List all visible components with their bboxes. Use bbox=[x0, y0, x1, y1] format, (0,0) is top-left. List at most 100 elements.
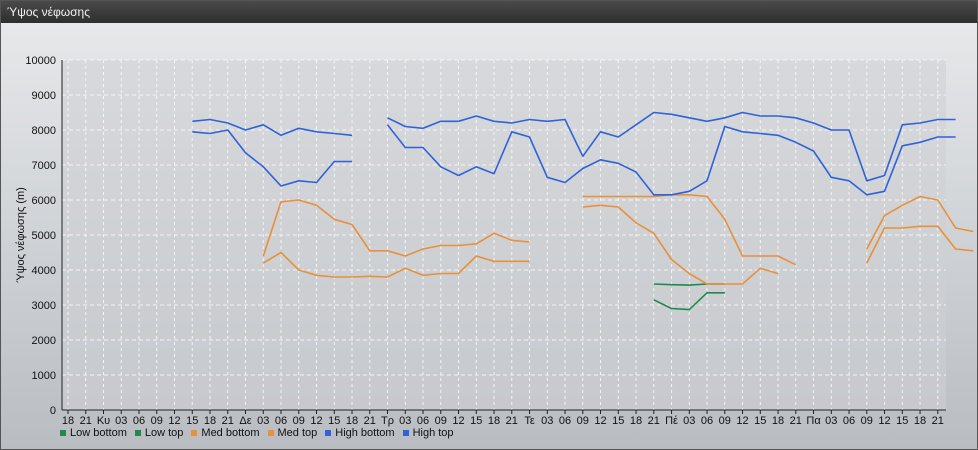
x-tick-label: Δε bbox=[239, 415, 251, 427]
series-med-bottom bbox=[262, 204, 974, 285]
x-tick-label: 12 bbox=[310, 415, 322, 427]
x-tick-label: 15 bbox=[612, 415, 624, 427]
series-line-segment bbox=[386, 124, 956, 196]
x-tick-label: 03 bbox=[115, 415, 127, 427]
series-high-bottom bbox=[192, 124, 956, 196]
x-tick-label: 06 bbox=[417, 415, 429, 427]
x-tick-label: 09 bbox=[435, 415, 447, 427]
legend-swatch bbox=[267, 430, 274, 436]
cloud-height-chart: 0 1000 2000 3000 4000 5000 6000 7000 8000 9000 100… bbox=[15, 55, 974, 427]
x-tick-label: 21 bbox=[80, 415, 92, 427]
x-tick-label: 18 bbox=[772, 415, 784, 427]
series-low-bottom bbox=[653, 292, 725, 311]
x-tick-label: Τρ bbox=[381, 415, 394, 427]
series-line-segment bbox=[262, 199, 530, 257]
y-tick-label: 0 bbox=[50, 405, 56, 417]
x-tick-label: 18 bbox=[346, 415, 358, 427]
x-tick-label: 09 bbox=[577, 415, 589, 427]
y-tick-label: 2000 bbox=[32, 335, 56, 347]
x-tick-label: 03 bbox=[683, 415, 695, 427]
y-tick-label: 1000 bbox=[32, 370, 56, 382]
legend-item: High top bbox=[402, 426, 454, 440]
title-bar: Ύψος νέφωσης bbox=[1, 1, 977, 23]
window-title: Ύψος νέφωσης bbox=[7, 5, 90, 19]
x-tick-label: 06 bbox=[133, 415, 145, 427]
series-line-segment bbox=[192, 118, 353, 137]
series-line-segment bbox=[192, 129, 352, 187]
x-tick-label: 12 bbox=[594, 415, 606, 427]
x-tick-label: 15 bbox=[896, 415, 908, 427]
series-line-segment bbox=[653, 292, 725, 311]
x-tick-label: 18 bbox=[488, 415, 500, 427]
legend: Low bottom Low top Med bottom Med top High b… bbox=[60, 426, 454, 440]
x-tick-label: 18 bbox=[204, 415, 216, 427]
x-tick-label: 21 bbox=[790, 415, 802, 427]
grid bbox=[62, 59, 946, 411]
x-tick-label: 21 bbox=[222, 415, 234, 427]
legend-item: Low bottom bbox=[60, 426, 127, 440]
legend-swatch bbox=[134, 430, 141, 436]
series-line-segment bbox=[866, 225, 974, 264]
x-tick-label: 09 bbox=[719, 415, 731, 427]
x-tick-label: 03 bbox=[257, 415, 269, 427]
legend-swatch bbox=[191, 430, 198, 436]
x-tick-label: 21 bbox=[932, 415, 944, 427]
legend-label: High bottom bbox=[335, 427, 395, 439]
y-tick-label: 6000 bbox=[32, 195, 56, 207]
y-tick-label: 8000 bbox=[32, 125, 56, 137]
x-tick-label: 06 bbox=[559, 415, 571, 427]
x-tick-label: Κυ bbox=[97, 415, 110, 427]
series-line-segment bbox=[582, 204, 779, 285]
x-tick-label: 15 bbox=[470, 415, 482, 427]
legend-label: Low top bbox=[144, 427, 184, 439]
legend-item: Med bottom bbox=[191, 426, 260, 440]
x-tick-label: 12 bbox=[736, 415, 748, 427]
legend-label: Med bottom bbox=[201, 427, 260, 439]
series-line-segment bbox=[866, 195, 974, 250]
x-tick-label: 03 bbox=[825, 415, 837, 427]
legend-item: Low top bbox=[134, 426, 184, 440]
axes: 0 1000 2000 3000 4000 5000 6000 7000 8000 9000 100… bbox=[25, 55, 946, 427]
y-tick-label: 9000 bbox=[32, 90, 56, 102]
legend-label: High top bbox=[412, 427, 454, 439]
y-tick-label: 4000 bbox=[32, 265, 56, 277]
x-tick-label: 18 bbox=[62, 415, 74, 427]
legend-label: Med top bbox=[277, 427, 318, 439]
legend-item: High bottom bbox=[325, 426, 395, 440]
series-line-segment bbox=[262, 251, 530, 278]
x-tick-label: 03 bbox=[541, 415, 553, 427]
x-tick-label: Τε bbox=[524, 415, 535, 427]
x-tick-label: 15 bbox=[754, 415, 766, 427]
x-tick-label: 12 bbox=[168, 415, 180, 427]
legend-item: Med top bbox=[267, 426, 318, 440]
x-tick-label: 21 bbox=[648, 415, 660, 427]
x-tick-label: 09 bbox=[861, 415, 873, 427]
x-tick-label: 06 bbox=[843, 415, 855, 427]
x-tick-label: 12 bbox=[878, 415, 890, 427]
x-tick-label: 12 bbox=[452, 415, 464, 427]
legend-swatch bbox=[325, 430, 332, 436]
y-tick-label: 10000 bbox=[25, 55, 56, 67]
legend-swatch bbox=[402, 430, 409, 436]
series-high-top bbox=[192, 111, 956, 182]
x-tick-label: Πέ bbox=[665, 415, 678, 427]
series-line-segment bbox=[582, 194, 797, 266]
x-tick-label: 21 bbox=[364, 415, 376, 427]
x-tick-label: 18 bbox=[630, 415, 642, 427]
x-tick-label: 06 bbox=[275, 415, 287, 427]
x-tick-label: 03 bbox=[399, 415, 411, 427]
x-tick-label: 09 bbox=[151, 415, 163, 427]
y-tick-label: 5000 bbox=[32, 230, 56, 242]
y-tick-label: 7000 bbox=[32, 160, 56, 172]
legend-label: Low bottom bbox=[70, 427, 127, 439]
series-med-top bbox=[262, 194, 974, 266]
series-line-segment bbox=[387, 111, 956, 182]
series-lines bbox=[192, 111, 974, 311]
y-axis-title: Ύψος νέφωσης (m) bbox=[15, 187, 27, 283]
x-tick-label: 15 bbox=[186, 415, 198, 427]
x-tick-label: 15 bbox=[328, 415, 340, 427]
x-tick-label: 21 bbox=[506, 415, 518, 427]
y-tick-label: 3000 bbox=[32, 300, 56, 312]
legend-swatch bbox=[60, 430, 66, 436]
x-tick-label: 09 bbox=[293, 415, 305, 427]
